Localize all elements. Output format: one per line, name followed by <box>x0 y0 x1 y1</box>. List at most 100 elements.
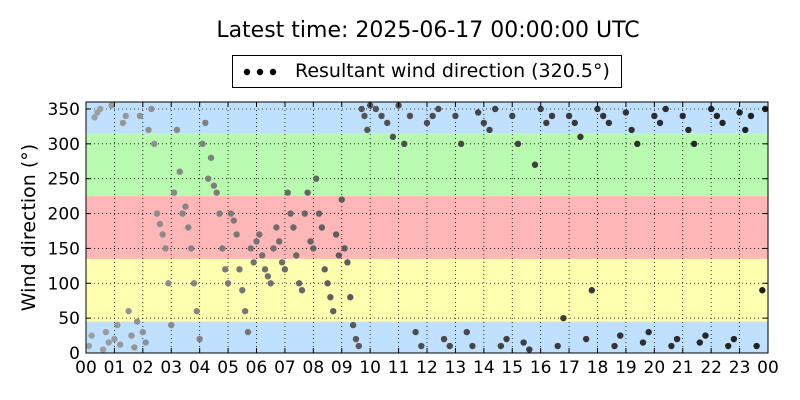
data-point <box>378 112 385 120</box>
data-point <box>179 210 186 217</box>
data-point <box>662 105 669 113</box>
data-point <box>526 346 533 353</box>
x-tick-label: 00 <box>75 358 97 378</box>
data-point <box>241 307 249 315</box>
data-point <box>273 224 280 231</box>
data-point <box>247 245 255 252</box>
x-tick-label: 04 <box>189 358 211 378</box>
data-point <box>182 203 189 210</box>
data-point <box>122 112 129 120</box>
data-point <box>250 259 257 266</box>
data-point <box>565 112 573 120</box>
data-point <box>707 105 715 113</box>
x-tick-label: 02 <box>132 358 154 378</box>
data-point <box>548 112 556 120</box>
y-tick-label: 300 <box>48 135 80 155</box>
data-point <box>384 119 391 127</box>
y-tick-label: 200 <box>48 205 80 225</box>
data-point <box>128 332 135 339</box>
data-point <box>577 133 584 141</box>
data-point <box>190 280 198 287</box>
data-point <box>435 105 442 113</box>
data-point <box>105 339 112 346</box>
legend-marker-icon <box>243 68 277 76</box>
data-point <box>736 109 743 116</box>
x-tick-label: 15 <box>501 358 523 378</box>
data-point <box>611 342 618 350</box>
data-point <box>645 328 652 336</box>
data-point <box>293 252 300 259</box>
data-point <box>202 119 209 127</box>
data-point <box>492 105 499 113</box>
data-point <box>264 273 272 280</box>
data-point <box>730 335 738 343</box>
data-point <box>116 341 124 348</box>
data-point <box>321 266 328 273</box>
data-point <box>193 307 201 315</box>
data-point <box>196 335 203 343</box>
data-point <box>219 245 226 252</box>
data-point <box>102 328 110 336</box>
data-point <box>270 245 277 252</box>
data-point <box>582 335 590 343</box>
data-point <box>480 119 488 127</box>
data-point <box>330 307 337 315</box>
x-tick-label: 23 <box>729 358 751 378</box>
data-point <box>355 342 362 350</box>
data-point <box>622 109 630 116</box>
data-point <box>233 231 240 238</box>
data-point <box>486 126 493 134</box>
data-point <box>227 210 235 217</box>
x-tick-label: 13 <box>445 358 467 378</box>
data-point <box>571 119 578 127</box>
data-point <box>358 105 365 113</box>
data-point <box>463 328 470 336</box>
x-tick-label: 01 <box>104 358 126 378</box>
data-point <box>347 294 354 301</box>
data-point <box>690 140 698 148</box>
data-point <box>204 175 212 182</box>
data-point <box>537 105 544 113</box>
x-tick-label: 11 <box>388 358 410 378</box>
data-point <box>469 342 476 350</box>
data-point <box>315 210 323 217</box>
x-tick-label: 03 <box>160 358 182 378</box>
data-point <box>352 335 360 343</box>
data-point <box>543 119 550 127</box>
data-point <box>446 342 453 350</box>
data-point <box>324 280 331 287</box>
data-point <box>418 342 425 350</box>
data-point <box>338 196 345 203</box>
data-point <box>673 335 681 343</box>
data-point <box>554 342 561 350</box>
data-point <box>747 112 755 120</box>
data-point <box>457 140 465 148</box>
data-point <box>148 105 155 113</box>
data-point <box>236 266 243 273</box>
data-point <box>224 280 232 287</box>
legend: Resultant wind direction (320.5°) <box>232 55 622 88</box>
data-point <box>560 314 567 322</box>
x-tick-label: 18 <box>587 358 609 378</box>
data-point <box>503 335 510 343</box>
data-point <box>312 175 320 182</box>
data-point <box>173 126 181 134</box>
data-point <box>176 168 183 175</box>
y-tick-label: 100 <box>48 274 80 294</box>
data-point <box>298 287 306 294</box>
x-tick-label: 10 <box>359 358 381 378</box>
data-point <box>753 342 760 350</box>
data-point <box>199 140 206 148</box>
y-axis-label: Wind direction (°) <box>18 144 40 311</box>
data-point <box>713 112 721 120</box>
data-point <box>85 342 93 350</box>
data-point <box>332 231 340 238</box>
data-point <box>153 210 161 217</box>
data-point <box>452 112 459 120</box>
data-point <box>170 189 178 196</box>
y-tick-label: 0 <box>69 344 80 364</box>
data-point <box>230 217 237 224</box>
x-tick-label: 08 <box>303 358 325 378</box>
data-point <box>361 112 368 120</box>
